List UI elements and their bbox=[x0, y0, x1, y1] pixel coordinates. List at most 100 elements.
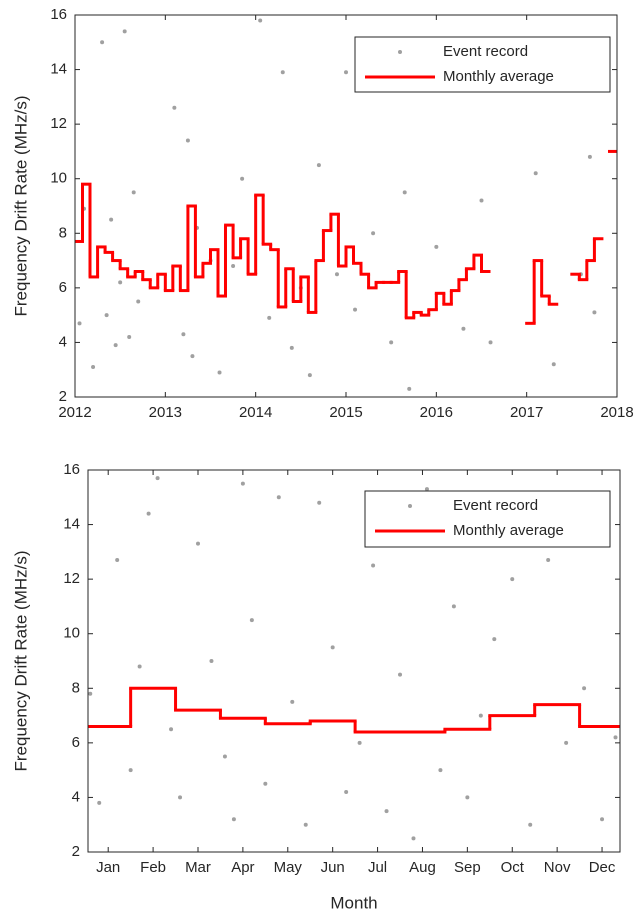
event-point bbox=[389, 340, 394, 345]
y-tick-label: 8 bbox=[72, 679, 80, 696]
legend-label: Event record bbox=[453, 497, 538, 514]
event-point bbox=[461, 326, 466, 331]
y-tick-label: 6 bbox=[72, 734, 80, 751]
event-point bbox=[316, 163, 321, 168]
y-tick-label: 10 bbox=[63, 625, 80, 642]
event-point bbox=[263, 781, 268, 786]
event-point bbox=[344, 70, 348, 75]
event-point bbox=[465, 795, 470, 800]
y-tick-label: 12 bbox=[63, 570, 80, 587]
event-point bbox=[289, 345, 294, 350]
event-point bbox=[104, 313, 109, 318]
chart-panel: 2 4 6 8 10 12 14 16 2012 2013 2014 2015 2016 2017 2018… bbox=[11, 6, 633, 421]
event-point bbox=[109, 217, 114, 222]
event-point bbox=[488, 340, 493, 345]
x-tick-label: Jan bbox=[96, 859, 120, 876]
event-point bbox=[407, 386, 412, 391]
event-point bbox=[600, 817, 605, 822]
y-tick-label: 2 bbox=[72, 843, 80, 860]
event-point bbox=[178, 795, 183, 800]
event-point bbox=[303, 822, 308, 827]
x-tick-label: 2017 bbox=[510, 404, 543, 421]
plot-area bbox=[88, 476, 620, 841]
x-axis-label: Month bbox=[330, 893, 377, 912]
event-point bbox=[384, 809, 389, 814]
event-point bbox=[115, 558, 120, 563]
event-point bbox=[258, 18, 263, 23]
event-point bbox=[122, 29, 127, 34]
event-point bbox=[240, 176, 245, 181]
event-point bbox=[398, 672, 403, 677]
y-axis-label: Frequency Drift Rate (MHz/s) bbox=[11, 95, 30, 316]
x-tick-label: 2014 bbox=[239, 404, 272, 421]
event-point bbox=[169, 727, 174, 732]
legend-swatch bbox=[398, 50, 402, 54]
x-tick-label: Feb bbox=[140, 859, 166, 876]
x-tick-label: Dec bbox=[589, 859, 616, 876]
event-point bbox=[77, 321, 82, 326]
event-point bbox=[131, 190, 136, 195]
event-point bbox=[240, 481, 245, 486]
event-point bbox=[478, 713, 483, 718]
event-point bbox=[424, 487, 429, 492]
event-point bbox=[88, 691, 93, 696]
y-tick-label: 14 bbox=[50, 61, 67, 78]
legend-label: Monthly average bbox=[443, 68, 554, 85]
x-tick-label: Apr bbox=[231, 859, 254, 876]
event-point bbox=[155, 476, 160, 481]
event-point bbox=[231, 817, 236, 822]
event-point bbox=[91, 364, 96, 369]
event-point bbox=[249, 618, 254, 623]
event-point bbox=[551, 362, 556, 367]
y-tick-label: 10 bbox=[50, 170, 67, 187]
x-tick-label: 2013 bbox=[149, 404, 182, 421]
event-point bbox=[317, 500, 322, 505]
event-point bbox=[587, 154, 592, 159]
event-point bbox=[582, 686, 587, 691]
event-point bbox=[195, 541, 200, 546]
legend-label: Event record bbox=[443, 43, 528, 60]
event-point bbox=[172, 105, 177, 110]
axes-frame bbox=[87, 469, 621, 853]
y-tick-label: 4 bbox=[72, 788, 80, 805]
event-point bbox=[217, 370, 222, 375]
event-point bbox=[209, 659, 214, 663]
event-point bbox=[533, 171, 538, 176]
event-point bbox=[127, 334, 132, 339]
event-point bbox=[479, 198, 484, 203]
event-point bbox=[528, 822, 533, 827]
event-point bbox=[564, 740, 569, 745]
event-point bbox=[402, 190, 407, 195]
y-axis-label: Frequency Drift Rate (MHz/s) bbox=[11, 550, 30, 771]
event-point bbox=[510, 577, 515, 582]
event-point bbox=[334, 272, 339, 277]
event-point bbox=[344, 789, 349, 794]
y-tick-label: 4 bbox=[59, 333, 67, 350]
event-point bbox=[276, 495, 281, 500]
x-tick-label: 2018 bbox=[600, 404, 633, 421]
x-tick-label: Oct bbox=[501, 859, 525, 876]
event-point bbox=[613, 735, 618, 740]
event-point bbox=[434, 244, 439, 249]
event-point bbox=[146, 511, 151, 516]
y-tick-label: 14 bbox=[63, 516, 80, 533]
event-point bbox=[222, 754, 227, 759]
x-tick-label: 2015 bbox=[329, 404, 362, 421]
x-tick-label: Jul bbox=[368, 859, 387, 876]
legend: Event record Monthly average bbox=[354, 36, 611, 93]
event-point bbox=[231, 264, 236, 269]
legend: Event record Monthly average bbox=[364, 490, 611, 548]
event-point bbox=[371, 231, 376, 236]
x-tick-label: Mar bbox=[185, 859, 211, 876]
event-point bbox=[181, 332, 186, 337]
legend-label: Monthly average bbox=[453, 522, 564, 539]
legend-box bbox=[364, 490, 611, 548]
event-point bbox=[137, 664, 142, 669]
legend-box bbox=[354, 36, 611, 93]
event-point bbox=[411, 836, 416, 841]
event-point bbox=[100, 40, 105, 45]
event-point bbox=[185, 138, 190, 143]
event-point bbox=[307, 373, 312, 378]
x-tick-label: 2012 bbox=[58, 404, 91, 421]
